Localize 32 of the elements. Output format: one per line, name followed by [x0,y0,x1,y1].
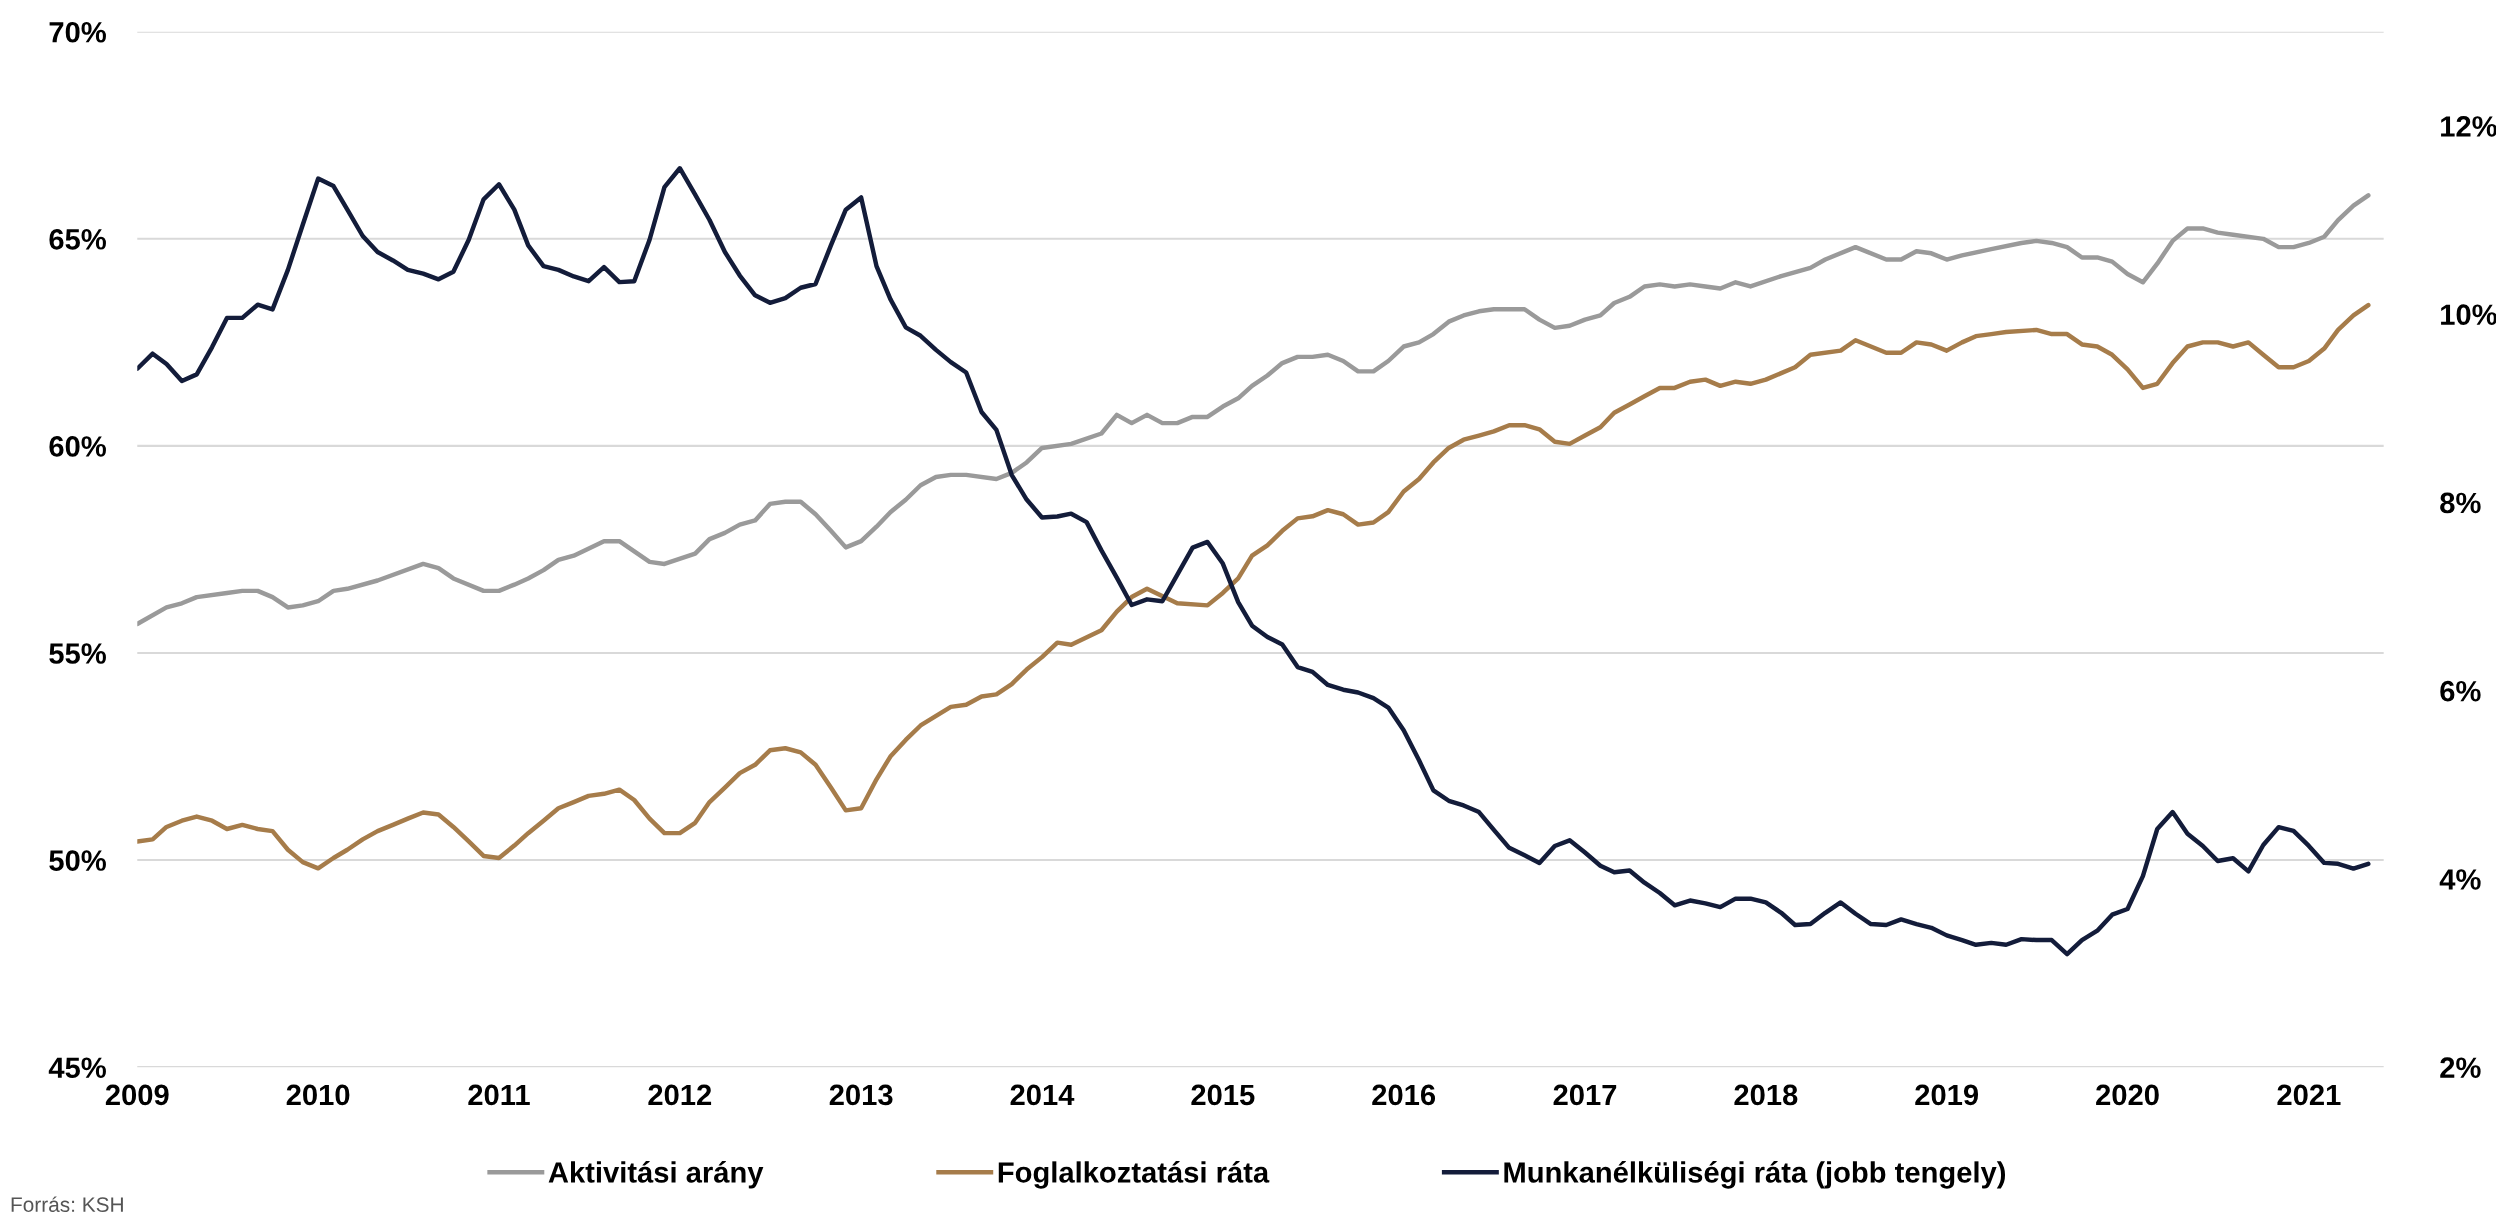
line-series [137,193,2371,627]
legend-label: Aktivitási arány [548,1161,764,1189]
x-tick-label: 2010 [286,1084,350,1106]
y2-tick-label: 4% [2439,869,2481,890]
x-tick-label: 2013 [829,1084,893,1106]
y-tick-label: 55% [49,643,106,664]
line-series [137,302,2371,871]
x-tick-label: 2018 [1734,1084,1798,1106]
x-tick-label: 2014 [1010,1084,1075,1106]
y-tick-label: 65% [49,229,106,250]
y-tick-label: 70% [49,21,106,43]
x-tick-label: 2012 [648,1084,712,1106]
x-tick-label: 2015 [1191,1084,1255,1106]
x-tick-label: 2019 [1915,1084,1979,1106]
y-tick-label: 60% [49,436,106,457]
x-tick-label: 2017 [1553,1084,1617,1106]
y-tick-label: 45% [48,1057,106,1079]
x-tick-label: 2020 [2096,1084,2159,1106]
x-tick-label: 2011 [468,1084,530,1106]
x-tick-label: 2016 [1372,1084,1436,1106]
legend-label: Foglalkoztatási ráta [998,1161,1270,1189]
x-tick-label: 2021 [2277,1084,2341,1106]
y2-tick-label: 8% [2440,492,2481,514]
text: Forrás: KSH [11,1196,123,1212]
y2-tick-label: 2% [2440,1057,2481,1078]
legend-label: Munkanélküliségi ráta (jobb tengely) [1504,1161,2006,1189]
y-tick-label: 50% [49,850,106,871]
line-series [137,166,2371,957]
x-tick-label: 2009 [105,1084,169,1106]
y2-tick-label: 6% [2440,680,2481,702]
y2-tick-label: 12% [2441,116,2496,137]
y2-tick-label: 10% [2441,304,2496,325]
